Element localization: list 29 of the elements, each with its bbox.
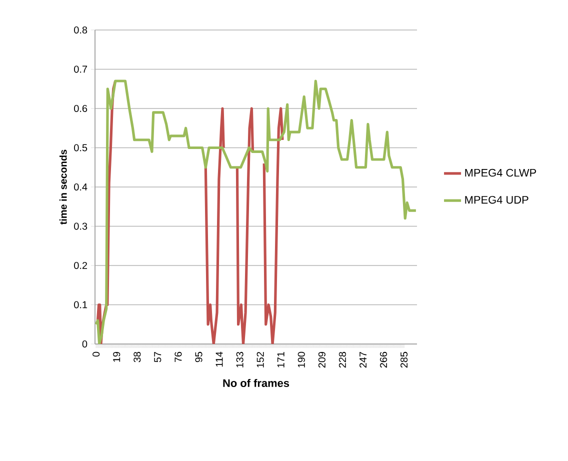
x-tick-label: 266: [380, 352, 388, 368]
y-tick-label: 0.4: [74, 183, 88, 191]
y-tick-label: 0: [82, 340, 88, 348]
x-tick-label: 190: [298, 352, 305, 368]
x-tick-label: 133: [236, 352, 244, 368]
x-tick-label: 95: [195, 352, 202, 362]
x-tick-label: 247: [360, 352, 366, 368]
y-axis-title: time in seconds: [59, 150, 67, 225]
legend-label: MPEG4 CLWP: [465, 168, 536, 177]
y-tick-label: 0.2: [74, 262, 88, 270]
y-tick-label: 0.3: [74, 222, 88, 230]
x-tick-label: 38: [134, 352, 141, 362]
x-tick-label: 209: [318, 352, 326, 368]
y-tick-label: 0.5: [74, 144, 88, 152]
y-tick-label: 0.8: [74, 26, 88, 34]
y-tick-label: 0.6: [74, 104, 88, 112]
x-tick-label: 57: [154, 352, 162, 362]
x-tick-label: 114: [216, 352, 223, 367]
y-tick-label: 0.7: [74, 66, 88, 73]
x-tick-label: 285: [400, 352, 408, 368]
x-tick-label: 152: [256, 352, 264, 368]
legend-label: MPEG4 UDP: [465, 196, 528, 204]
x-tick-label: 76: [174, 352, 182, 362]
x-tick-label: 19: [113, 352, 120, 362]
y-tick-label: 0.1: [74, 301, 88, 308]
x-tick-label: 171: [277, 352, 284, 368]
x-axis-title: No of frames: [223, 378, 290, 387]
x-tick-label: 0: [92, 352, 100, 357]
x-tick-label: 228: [338, 352, 346, 368]
